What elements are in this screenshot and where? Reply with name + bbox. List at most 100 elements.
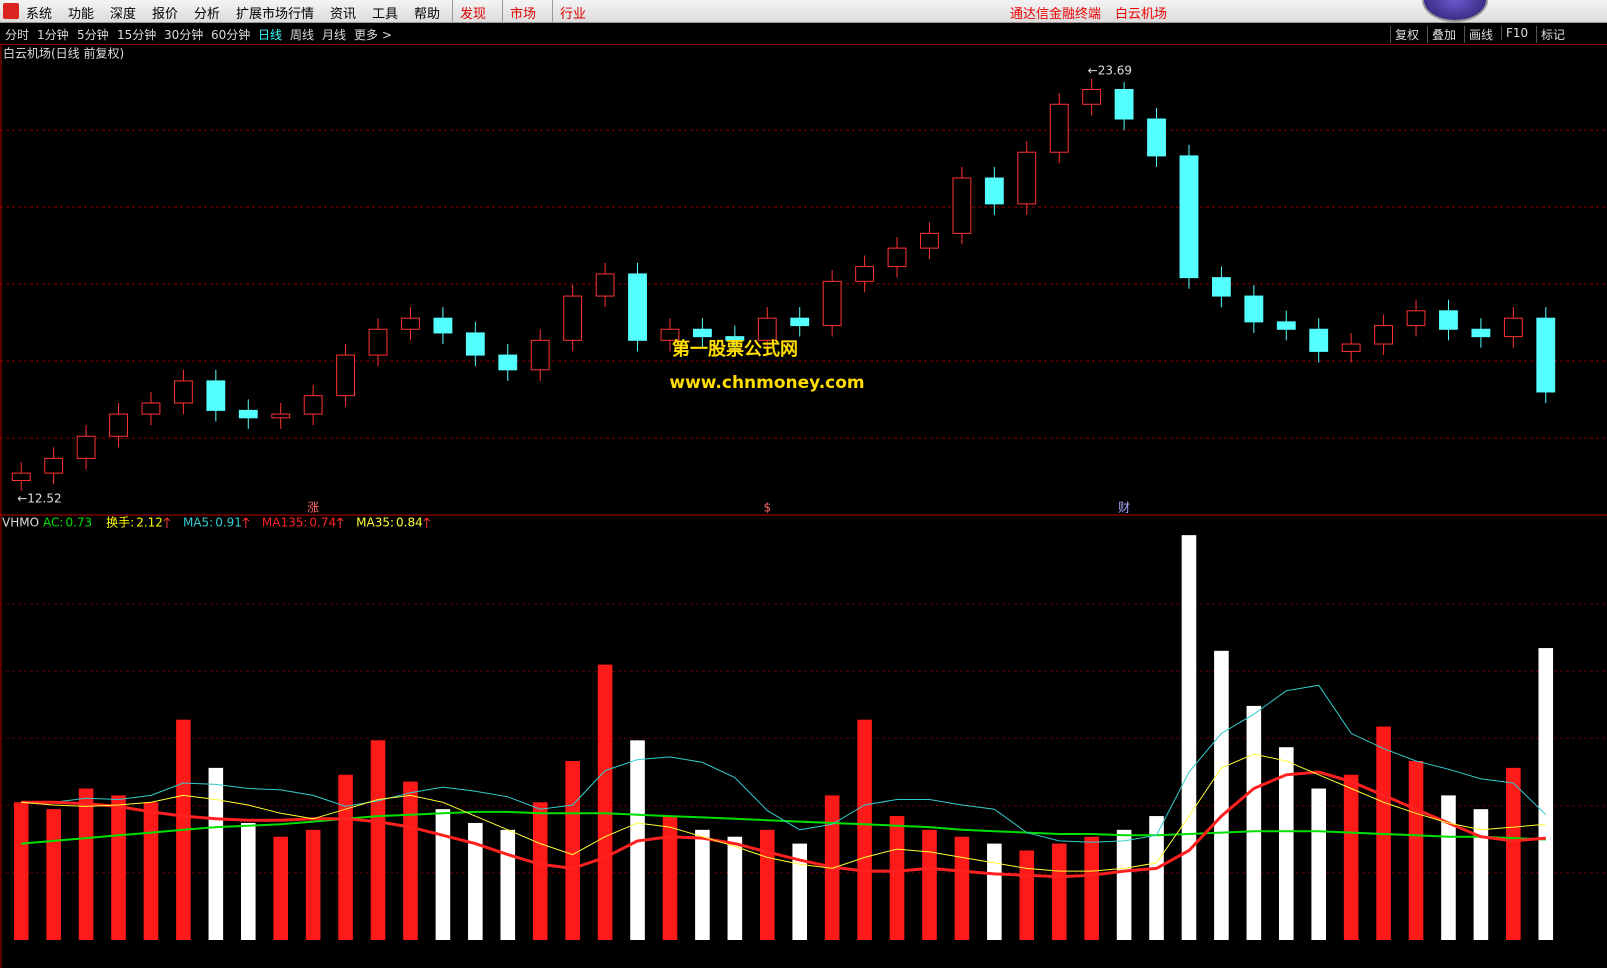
tool-button[interactable]: 叠加 [1427, 26, 1456, 43]
candle-body [790, 317, 810, 327]
candle-body [1374, 325, 1394, 345]
menu-highlight[interactable]: 行业 [560, 7, 587, 22]
candle-body [336, 354, 356, 397]
period-button[interactable]: 30分钟 [164, 28, 204, 42]
chart-area: 白云机场(日线 前复权) ←23.69 ←12.52 涨 $ 财 第一股票公式网 www.ch… [0, 45, 1607, 968]
candle-body [1049, 103, 1069, 153]
candle-body [498, 354, 518, 371]
toolbar: 分时 1分钟 5分钟 15分钟 30分钟 60分钟 日线 周线 月线 更多 > 复权 叠加 画线 F10 标… [0, 23, 1607, 45]
period-button[interactable]: 15分钟 [117, 28, 157, 42]
candle-body [1082, 89, 1102, 105]
turnover-bar [532, 802, 548, 940]
candle-body [530, 339, 550, 371]
candle-body [401, 317, 420, 330]
turnover-bar [1019, 850, 1035, 940]
indicator-line [21, 810, 1546, 845]
turnover-bar [1246, 705, 1262, 940]
menu-item[interactable]: 报价 [152, 7, 179, 22]
menu-item[interactable]: 资讯 [330, 7, 357, 22]
turnover-bar [1051, 843, 1067, 940]
turnover-bar [305, 829, 321, 940]
menu-item[interactable]: 分析 [194, 7, 221, 22]
turnover-bar [370, 740, 386, 940]
watermark: 第一股票公式网 [672, 338, 798, 360]
avatar[interactable] [1422, 0, 1488, 22]
candle-body [822, 280, 842, 327]
candle-body [757, 317, 777, 341]
period-button[interactable]: 分时 [5, 28, 30, 42]
period-button[interactable]: 更多 > [354, 28, 392, 42]
menu-highlight[interactable]: 发现 [460, 7, 487, 22]
trend-arrow [336, 517, 344, 528]
candle-body [1471, 328, 1491, 338]
turnover-bar [13, 802, 29, 940]
menu-item[interactable]: 扩展市场行情 [236, 7, 315, 22]
menu-item[interactable]: 系统 [26, 7, 53, 22]
menu-highlight[interactable]: 市场 [510, 7, 537, 22]
candle-body [692, 328, 712, 338]
candle-body [660, 328, 680, 341]
chart-title: 白云机场(日线 前复权) [3, 46, 124, 61]
turnover-bar [922, 829, 937, 940]
price-annotation: ←12.52 [17, 491, 61, 505]
candle-body [725, 336, 745, 341]
turnover-bar [500, 829, 516, 940]
candle-body [109, 413, 128, 437]
turnover-bar [1408, 760, 1424, 940]
turnover-bar [954, 836, 970, 940]
candle-body [141, 402, 161, 415]
legend-name: 换手: [106, 516, 134, 530]
turnover-bar [727, 836, 743, 940]
legend-name: AC: [43, 516, 63, 530]
menu-item[interactable]: 深度 [110, 7, 137, 22]
turnover-bar [46, 809, 61, 940]
legend-name: MA135: [262, 516, 308, 530]
period-button[interactable]: 1分钟 [37, 28, 69, 42]
legend-value: 0.73 [65, 516, 92, 530]
candle-body [984, 177, 1004, 205]
watermark: www.chnmoney.com [669, 373, 864, 393]
menu-bar: 系统 功能 深度 报价 分析 扩展市场行情 资讯 工具 帮助 发现 市场 行业 通达信金融终端 白云机场 [0, 0, 1607, 23]
menu-item[interactable]: 工具 [372, 7, 399, 22]
turnover-bar [857, 719, 872, 940]
candle-body [1147, 118, 1166, 157]
turnover-bar [1278, 747, 1294, 940]
candle-body [206, 380, 226, 411]
tool-button[interactable]: F10 [1501, 26, 1528, 40]
candle-body [303, 395, 323, 415]
turnover-bar [1506, 767, 1521, 940]
period-button[interactable]: 周线 [290, 28, 315, 42]
legend-name: MA5: [183, 516, 213, 530]
candle-body [1406, 310, 1426, 327]
candle-body [1179, 155, 1199, 279]
candle-body [238, 409, 258, 419]
turnover-bar [143, 802, 159, 940]
event-marker: $ [763, 501, 771, 515]
menu-item[interactable]: 功能 [68, 7, 95, 22]
tool-button[interactable]: 画线 [1464, 26, 1493, 43]
separator [452, 0, 453, 22]
turnover-bar [273, 836, 289, 940]
turnover-bar [240, 822, 256, 940]
tool-button[interactable]: 标记 [1536, 26, 1565, 43]
menu-item[interactable]: 帮助 [414, 7, 441, 22]
legend-name: MA35: [356, 516, 394, 530]
period-button[interactable]: 60分钟 [211, 28, 251, 42]
period-button[interactable]: 日线 [258, 28, 283, 42]
app-logo[interactable] [3, 3, 19, 19]
candle-body [173, 380, 193, 404]
candle-body [1439, 310, 1458, 330]
turnover-bar [565, 760, 580, 940]
period-button[interactable]: 5分钟 [77, 28, 109, 42]
period-button[interactable]: 月线 [322, 28, 347, 42]
candle-body [1211, 277, 1231, 297]
candle-body [1276, 321, 1296, 330]
turnover-bar [111, 795, 126, 940]
separator [552, 0, 553, 22]
candle-body [44, 457, 64, 474]
tool-button[interactable]: 复权 [1390, 26, 1419, 43]
turnover-bar [597, 664, 613, 940]
turnover-bar [338, 774, 353, 940]
candle-body [11, 472, 31, 481]
